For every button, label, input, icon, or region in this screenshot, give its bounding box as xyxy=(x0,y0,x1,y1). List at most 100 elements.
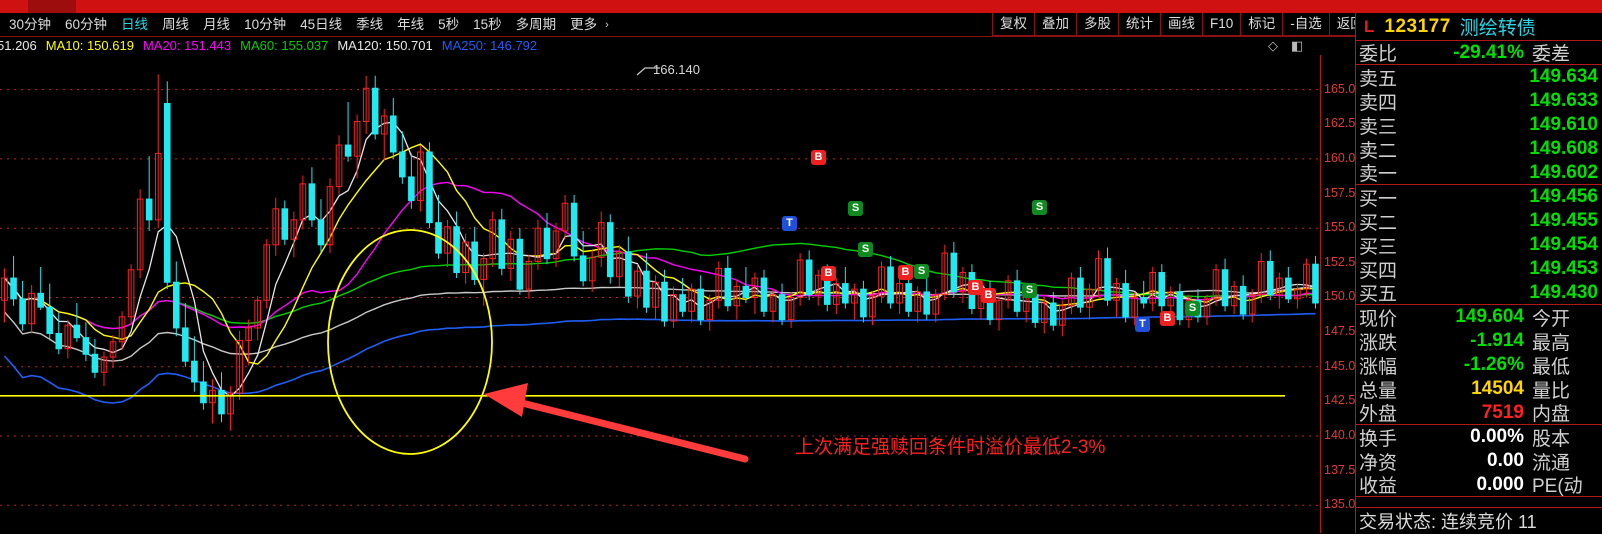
fundamental-row-2[interactable]: 收益 0.000 PE(动 xyxy=(1356,473,1602,497)
fundamental-row-1-label: 净资 xyxy=(1359,452,1398,474)
stat-row-2-label2: 最低 xyxy=(1532,356,1571,378)
trade-marker-t-11[interactable]: T xyxy=(1135,317,1150,332)
function-button-4[interactable]: 画线 xyxy=(1160,13,1202,36)
trade-marker-s-3[interactable]: S xyxy=(858,242,873,257)
period-item-4[interactable]: 月线 xyxy=(203,17,231,32)
quote-ratio-row-label: 委比 xyxy=(1359,44,1398,65)
ask-row-4-label: 卖一 xyxy=(1359,164,1398,185)
stat-row-3[interactable]: 总量 14504 量比 xyxy=(1356,377,1602,402)
trade-marker-s-13[interactable]: S xyxy=(1185,301,1200,316)
bid-row-3[interactable]: 买四 149.453 xyxy=(1356,257,1602,282)
fundamental-row-0-label2: 股本 xyxy=(1532,428,1571,450)
title-tab-chip[interactable] xyxy=(28,0,76,13)
bid-row-1[interactable]: 买二 149.455 xyxy=(1356,209,1602,234)
trade-marker-b-12[interactable]: B xyxy=(1160,311,1175,326)
price-tick-6: 150.0 xyxy=(1324,289,1356,304)
ma-legend-ma10: MA10: 150.619 xyxy=(45,38,134,53)
trade-marker-s-2[interactable]: S xyxy=(848,201,863,216)
price-tick-10: 140.0 xyxy=(1324,428,1356,442)
stat-row-2[interactable]: 涨幅 -1.26% 最低 xyxy=(1356,353,1602,378)
period-item-12[interactable]: 更多 xyxy=(570,17,598,32)
quote-ratio-row-value: -29.41% xyxy=(1453,41,1524,63)
ask-row-2-value: 149.610 xyxy=(1529,114,1598,135)
trade-marker-b-7[interactable]: B xyxy=(968,280,983,295)
ask-row-2-label: 卖三 xyxy=(1359,116,1398,138)
trade-marker-b-4[interactable]: B xyxy=(821,266,836,281)
fundamental-row-2-label2: PE(动 xyxy=(1532,476,1583,497)
bid-row-4[interactable]: 买五 149.430 xyxy=(1356,281,1602,305)
stat-row-2-label: 涨幅 xyxy=(1359,356,1398,378)
stat-row-3-label: 总量 xyxy=(1359,380,1398,402)
ask-row-1-value: 149.633 xyxy=(1529,90,1598,111)
fundamental-row-0[interactable]: 换手 0.00% 股本 xyxy=(1356,425,1602,450)
price-tick-11: 137.5 xyxy=(1324,462,1356,477)
trading-status-bar: 交易状态: 连续竞价 11 xyxy=(1356,507,1602,533)
security-name: 测绘转债 xyxy=(1459,18,1536,39)
function-button-6[interactable]: 标记 xyxy=(1240,13,1283,36)
period-item-9[interactable]: 5秒 xyxy=(438,17,460,32)
period-item-3[interactable]: 周线 xyxy=(162,17,190,32)
period-item-5[interactable]: 10分钟 xyxy=(244,17,287,32)
period-item-10[interactable]: 15秒 xyxy=(473,17,502,32)
function-button-7[interactable]: -自选 xyxy=(1282,13,1329,36)
bid-row-4-label: 买五 xyxy=(1359,284,1398,305)
ask-row-1-label: 卖四 xyxy=(1359,92,1398,114)
ask-row-1[interactable]: 卖四 149.633 xyxy=(1356,89,1602,114)
quote-ratio-row[interactable]: 委比 -29.41% 委差 xyxy=(1356,41,1602,65)
bid-row-2-value: 149.454 xyxy=(1529,234,1598,255)
bid-row-2[interactable]: 买三 149.454 xyxy=(1356,233,1602,258)
market-flag: L xyxy=(1364,16,1375,36)
ask-row-3-label: 卖二 xyxy=(1359,140,1398,162)
function-button-1[interactable]: 叠加 xyxy=(1034,13,1076,36)
trade-marker-b-8[interactable]: B xyxy=(981,288,996,303)
fundamental-row-1-value: 0.00 xyxy=(1487,450,1524,471)
period-item-1[interactable]: 60分钟 xyxy=(65,17,108,32)
ask-row-3[interactable]: 卖二 149.608 xyxy=(1356,137,1602,162)
stat-row-1[interactable]: 涨跌 -1.914 最高 xyxy=(1356,329,1602,354)
stat-row-4-value: 7519 xyxy=(1481,401,1524,423)
price-tick-0: 165.0 xyxy=(1324,81,1356,96)
function-button-0[interactable]: 复权 xyxy=(992,13,1034,36)
more-chevron-icon[interactable]: › xyxy=(605,18,609,31)
period-item-11[interactable]: 多周期 xyxy=(515,17,557,32)
trade-marker-s-10[interactable]: S xyxy=(1022,283,1037,298)
period-item-7[interactable]: 季线 xyxy=(356,17,384,32)
function-button-5[interactable]: F10 xyxy=(1202,13,1241,36)
trade-marker-b-0[interactable]: B xyxy=(811,150,826,165)
ask-row-0-value: 149.634 xyxy=(1529,66,1598,87)
fundamental-row-1[interactable]: 净资 0.00 流通 xyxy=(1356,449,1602,474)
price-tick-8: 145.0 xyxy=(1324,358,1356,373)
chart-tool-glyphs: ◇ ◧ xyxy=(1268,38,1318,54)
period-item-6[interactable]: 45日线 xyxy=(300,17,343,32)
bid-row-1-value: 149.455 xyxy=(1529,210,1598,231)
stat-row-4-label: 外盘 xyxy=(1359,404,1398,425)
period-selector-bar: 30分钟 60分钟 日线 周线 月线 10分钟 45日线 季线 年线 5秒 15秒 多周期 更多 › xyxy=(0,13,1355,37)
stat-row-0[interactable]: 现价 149.604 今开 xyxy=(1356,305,1602,330)
period-item-2[interactable]: 日线 xyxy=(121,17,149,32)
trade-marker-t-1[interactable]: T xyxy=(782,216,797,231)
ask-row-0-label: 卖五 xyxy=(1359,68,1398,90)
ask-row-4[interactable]: 卖一 149.602 xyxy=(1356,161,1602,185)
function-button-3[interactable]: 统计 xyxy=(1118,13,1160,36)
fundamental-row-0-value: 0.00% xyxy=(1470,426,1524,447)
trade-marker-b-5[interactable]: B xyxy=(898,265,913,280)
fundamental-row-2-label: 收益 xyxy=(1359,476,1398,497)
stat-row-1-label2: 最高 xyxy=(1532,332,1571,354)
price-tick-3: 157.5 xyxy=(1324,185,1356,200)
bid-row-0[interactable]: 买一 149.456 xyxy=(1356,185,1602,210)
ask-row-2[interactable]: 卖三 149.610 xyxy=(1356,113,1602,138)
quote-header: L 123177 测绘转债 xyxy=(1356,13,1602,41)
ask-row-0[interactable]: 卖五 149.634 xyxy=(1356,65,1602,90)
trade-marker-s-9[interactable]: S xyxy=(1032,200,1047,215)
ask-row-4-value: 149.602 xyxy=(1529,161,1598,183)
panel-toggle-icon[interactable]: ◧ xyxy=(1291,38,1304,53)
period-item-8[interactable]: 年线 xyxy=(397,17,425,32)
period-item-0[interactable]: 30分钟 xyxy=(9,17,52,32)
diamond-icon[interactable]: ◇ xyxy=(1268,38,1278,53)
trade-marker-s-6[interactable]: S xyxy=(914,264,929,279)
function-button-2[interactable]: 多股 xyxy=(1076,13,1118,36)
stat-row-4-label2: 内盘 xyxy=(1532,404,1571,425)
stat-row-4[interactable]: 外盘 7519 内盘 xyxy=(1356,401,1602,425)
ma-legend-ma120: MA120: 150.701 xyxy=(337,38,433,53)
